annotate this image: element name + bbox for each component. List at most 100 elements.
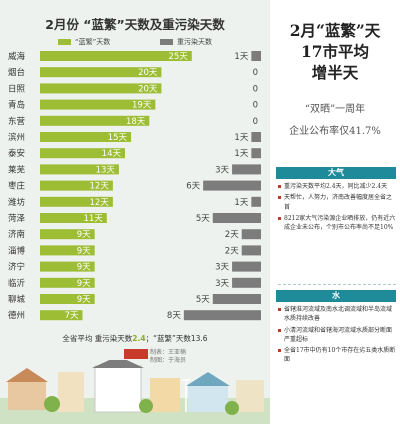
legend-haze-days: “蓝繁”天数	[58, 37, 110, 47]
haze-value-label: 11天	[83, 214, 103, 224]
haze-value-label: 9天	[77, 263, 91, 273]
headline-line-3: 增半天	[311, 63, 359, 82]
pollution-value-label: 3天	[215, 263, 229, 273]
newspaper-logo	[124, 349, 148, 359]
category-label: 威海	[8, 51, 26, 62]
headline-line-2: 17市平均	[300, 42, 370, 61]
pollution-bar	[232, 164, 261, 175]
pollution-value-label: 5天	[196, 214, 210, 224]
pollution-bar	[183, 310, 261, 321]
haze-bar	[40, 294, 95, 304]
list-item: 全省17市中仍有10个市存在劣五类水质断面	[278, 346, 396, 365]
legend-pollution-days: 重污染天数	[160, 37, 212, 47]
haze-bar	[40, 99, 156, 110]
pollution-bar	[212, 213, 261, 223]
chart-summary: 全省平均 重污染天数2.4；“蓝繁”天数13.6	[0, 333, 270, 344]
haze-bar	[40, 229, 95, 240]
air-section-header: 大气	[276, 167, 396, 179]
haze-bar	[40, 132, 132, 142]
chart-panel: 2月份 “蓝繁”天数及重污染天数 “蓝繁”天数 重污染天数 威海 1天 25天烟台 0…	[0, 0, 270, 424]
summary-pollution-average: 2.4	[132, 334, 146, 343]
article-panel: 2月“蓝繁”天 17市平均 增半天 “双晒”一周年 企业公布率仅41.7% 大气…	[270, 0, 400, 424]
credit-graphic-author: 制图：于海员	[150, 357, 187, 364]
pollution-value-label: 1天	[234, 198, 248, 208]
pollution-bar	[241, 245, 261, 256]
air-bullet-list: 重污染天数平均2.4天，同比减少2.4天 天帮忙，人努力，济南改善幅度居全省之首…	[278, 182, 396, 234]
legend-pollution-swatch	[160, 39, 173, 45]
haze-bar	[40, 310, 83, 321]
list-item: 天帮忙，人努力，济南改善幅度居全省之首	[278, 193, 396, 212]
pollution-value-label: 2天	[225, 246, 239, 256]
haze-bar	[40, 51, 192, 61]
category-label: 滨州	[8, 132, 25, 143]
pollution-value-label: 0	[253, 117, 258, 127]
legend-pollution-label: 重污染天数	[177, 38, 212, 46]
pollution-bar	[251, 196, 261, 207]
legend-haze-swatch	[58, 39, 71, 45]
haze-bar	[40, 196, 113, 207]
haze-value-label: 18天	[126, 117, 146, 127]
pollution-bar	[203, 180, 261, 191]
divider	[278, 284, 396, 285]
haze-value-label: 13天	[96, 165, 116, 175]
pollution-value-label: 8天	[167, 311, 181, 321]
category-label: 东营	[8, 116, 25, 127]
pollution-bar	[251, 148, 261, 159]
pollution-bar	[251, 51, 261, 61]
haze-bar	[40, 148, 125, 159]
haze-value-label: 9天	[77, 230, 91, 240]
pollution-value-label: 0	[253, 101, 258, 111]
haze-bar	[40, 67, 162, 78]
subheadline: “双晒”一周年 企业公布率仅41.7%	[270, 99, 400, 143]
category-label: 枣庄	[8, 181, 26, 192]
category-label: 泰安	[8, 148, 25, 159]
haze-bar	[40, 164, 119, 175]
pollution-value-label: 0	[253, 68, 258, 78]
haze-bar	[40, 115, 150, 126]
pollution-value-label: 1天	[234, 133, 248, 143]
haze-value-label: 12天	[90, 198, 110, 208]
category-label: 淄博	[8, 245, 26, 256]
category-label: 临沂	[8, 278, 26, 289]
pollution-value-label: 3天	[215, 279, 229, 289]
category-label: 烟台	[8, 67, 25, 78]
haze-value-label: 20天	[138, 68, 158, 78]
category-label: 菏泽	[8, 213, 26, 224]
list-item: 小清河流域和省辖海河流域水质部分断面严重超标	[278, 326, 396, 345]
haze-value-label: 12天	[90, 182, 110, 192]
haze-value-label: 15天	[108, 133, 128, 143]
city-illustration	[0, 360, 270, 424]
pollution-bar	[212, 294, 261, 304]
category-label: 济南	[8, 229, 25, 240]
summary-haze-average: 13.6	[190, 334, 208, 343]
category-label: 日照	[8, 84, 26, 94]
pollution-value-label: 0	[253, 84, 258, 94]
haze-bar	[40, 180, 113, 191]
subheadline-line-1: “双晒”一周年	[304, 104, 366, 115]
pollution-value-label: 1天	[234, 52, 248, 62]
haze-bar	[40, 245, 95, 256]
haze-value-label: 25天	[168, 52, 188, 62]
haze-value-label: 7天	[65, 311, 79, 321]
list-item: 8212家大气污染源企业晒排放，仍有近六成企业未公布，个别市公布率尚不足10%	[278, 214, 396, 233]
pollution-value-label: 6天	[186, 182, 200, 192]
category-label: 济宁	[8, 262, 25, 273]
pollution-bar	[232, 277, 261, 288]
haze-bar	[40, 83, 162, 94]
haze-bar	[40, 261, 95, 272]
pollution-bar	[251, 132, 261, 142]
summary-prefix: 全省平均 重污染天数	[62, 334, 133, 343]
haze-value-label: 9天	[77, 246, 91, 256]
pollution-bar	[232, 261, 261, 272]
pollution-value-label: 5天	[196, 295, 210, 305]
category-label: 聊城	[8, 294, 26, 305]
list-item: 重污染天数平均2.4天，同比减少2.4天	[278, 182, 396, 191]
chart-title: 2月份 “蓝繁”天数及重污染天数	[45, 17, 225, 32]
headline-line-1: 2月“蓝繁”天	[289, 21, 381, 40]
summary-mid: ；“蓝繁”天数	[145, 334, 191, 343]
haze-value-label: 19天	[132, 101, 152, 111]
pollution-value-label: 3天	[215, 165, 229, 175]
water-bullet-list: 省辖淮河流域及南水北调流域和半岛流域水质持续改善 小清河流域和省辖海河流域水质部…	[278, 305, 396, 367]
